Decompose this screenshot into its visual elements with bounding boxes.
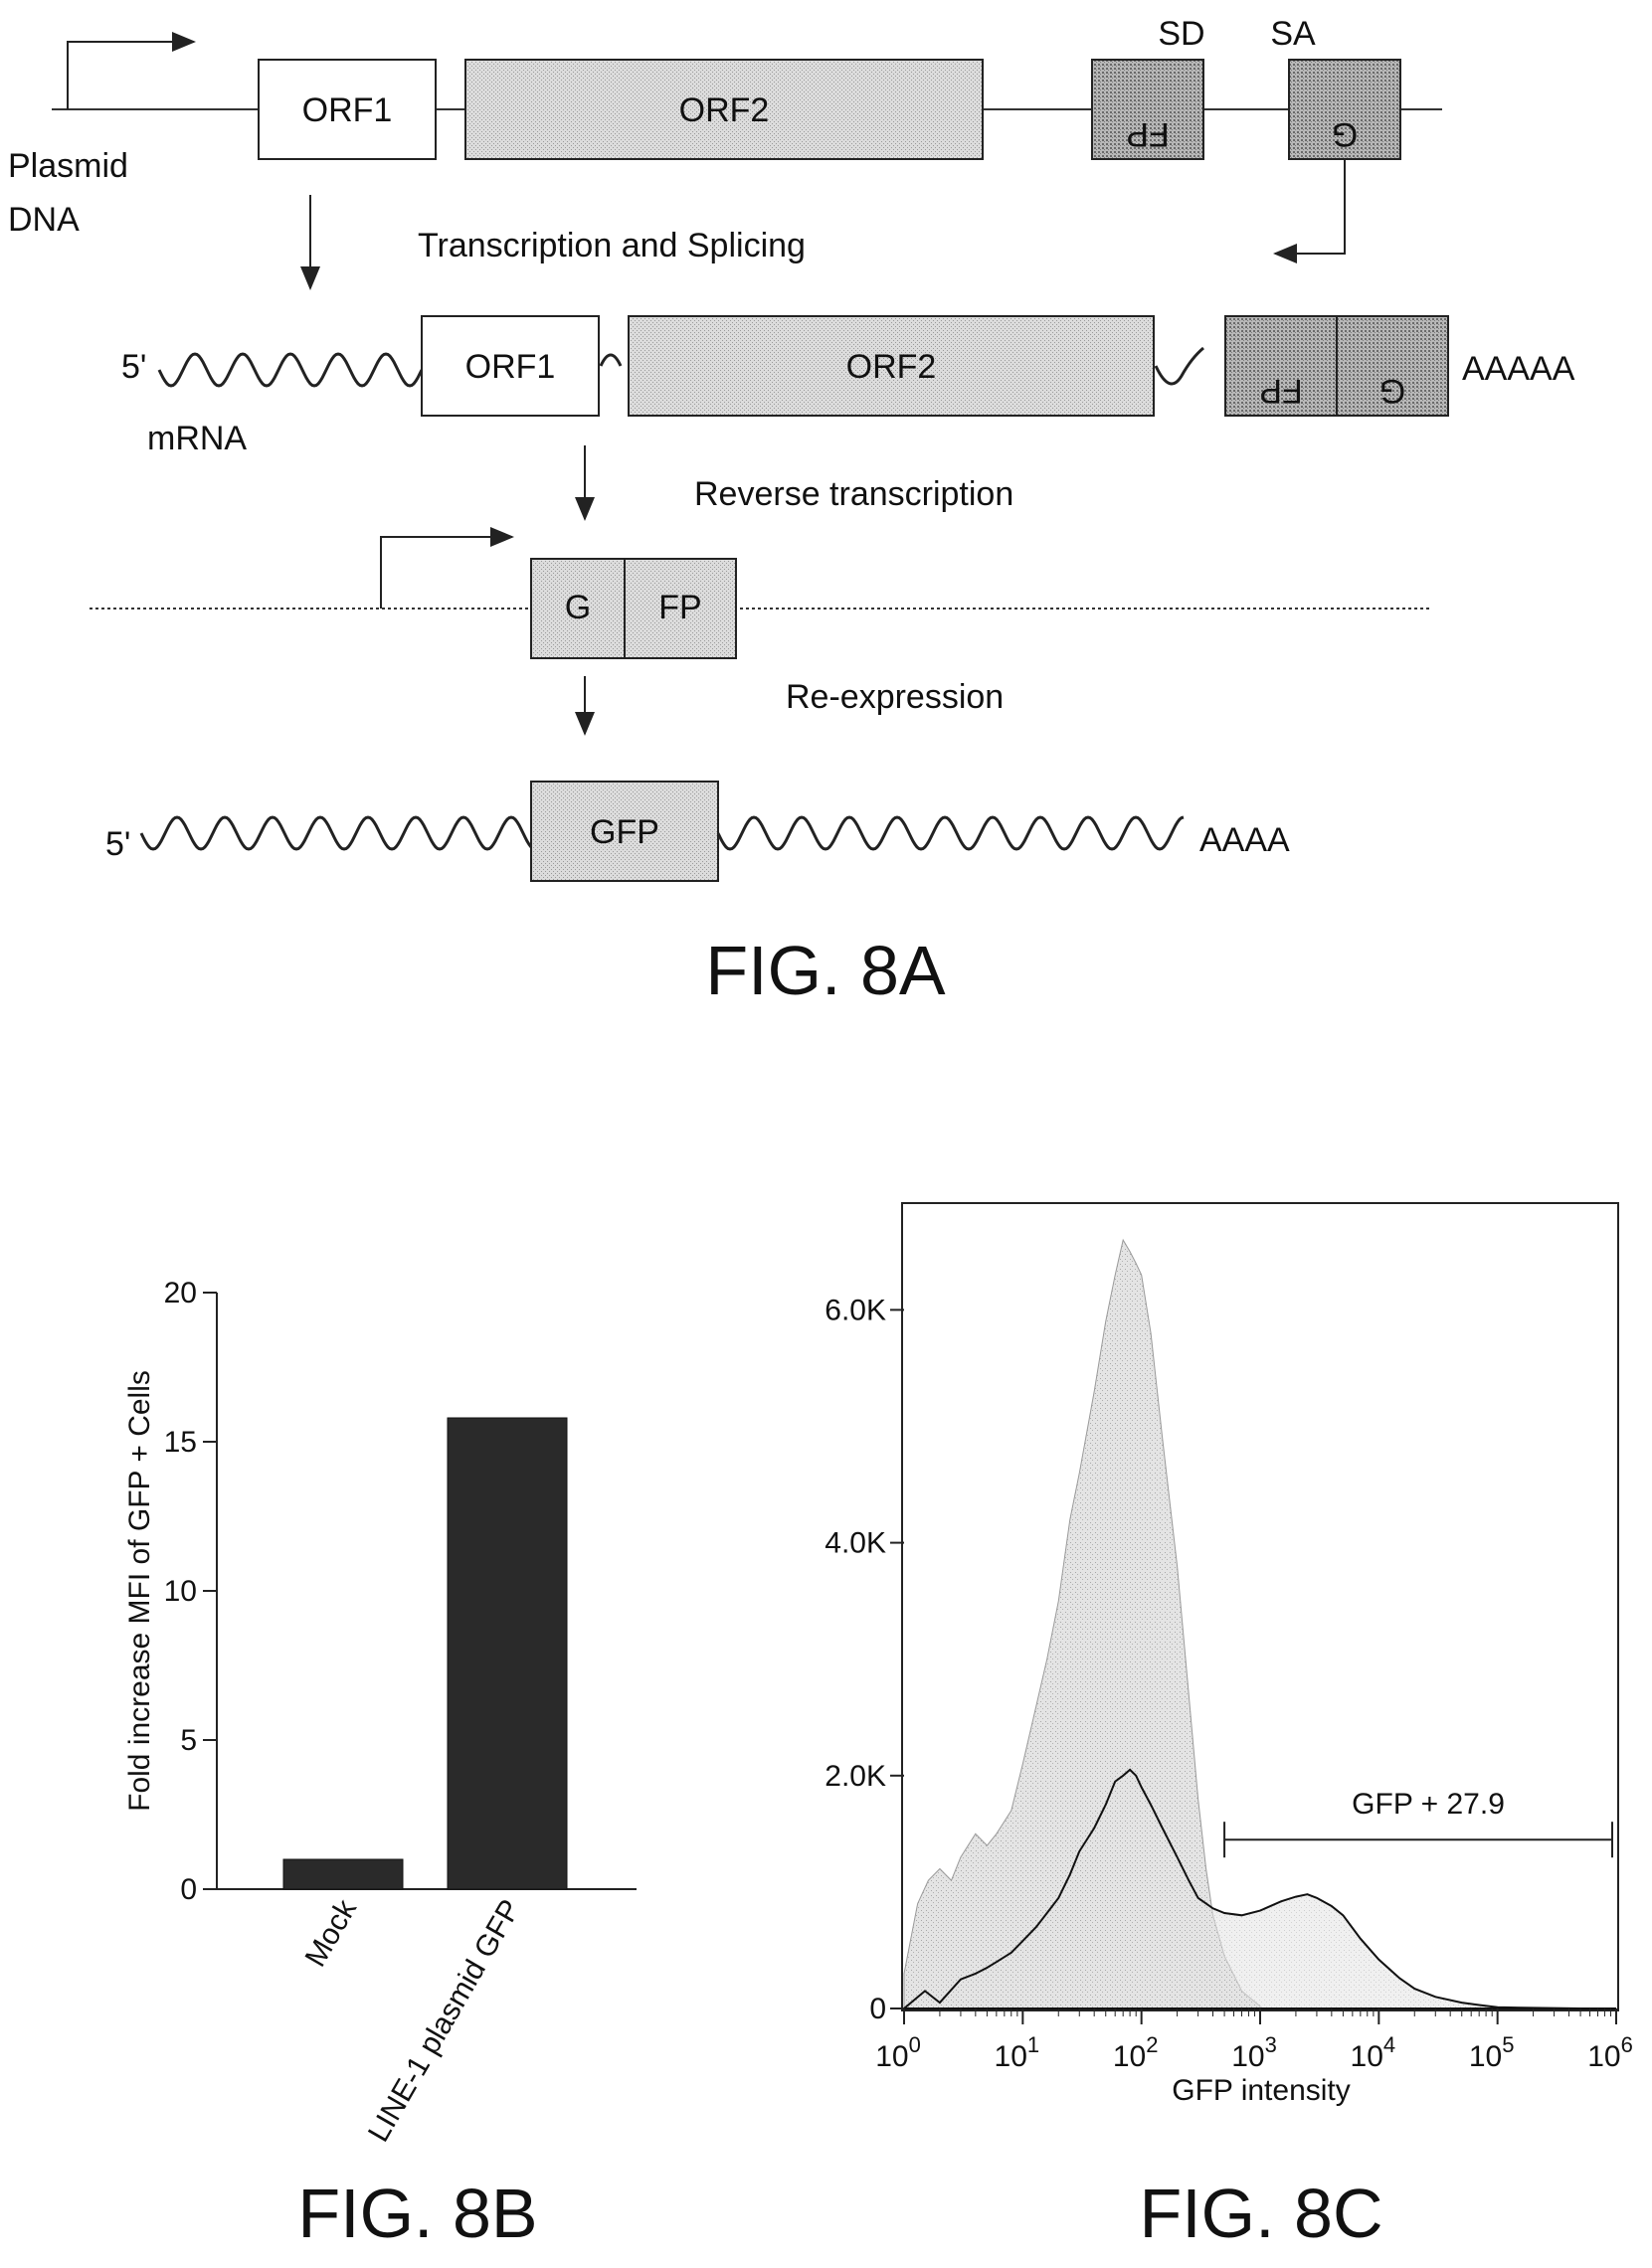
- fig-8c-x-ticks: 100 101 102 103 104 105 106: [875, 2008, 1633, 2073]
- gfp-box: [530, 781, 719, 882]
- plasmid-label: Plasmid: [8, 147, 128, 185]
- g-reversed-box: [1288, 59, 1401, 160]
- fig-8b-category-label: LINE-1 plasmid GFP: [362, 1894, 527, 2148]
- fig-8c-y-tick-label: 6.0K: [825, 1294, 886, 1326]
- fig-8c-x-tick-label: 106: [1587, 2032, 1633, 2073]
- sa-label: SA: [1270, 15, 1316, 53]
- fig-8c-x-tick-label: 104: [1351, 2032, 1396, 2073]
- mrna-label: mRNA: [147, 420, 247, 457]
- reverse-promoter-arrow-icon: [1273, 159, 1346, 263]
- fig-8c-gate-label: GFP + 27.9: [1352, 1788, 1505, 1821]
- fig-8b-y-tick-label: 15: [164, 1426, 197, 1459]
- step1-label: Transcription and Splicing: [418, 227, 806, 264]
- fig-8c-x-tick-label: 102: [1113, 2032, 1159, 2073]
- fig-8c-y-tick-label: 2.0K: [825, 1760, 886, 1793]
- orf1-box: [258, 59, 437, 160]
- fp-reversed-label: FP: [1126, 115, 1169, 153]
- fig-8b-axes: [216, 1293, 637, 1890]
- sd-label: SD: [1158, 15, 1204, 53]
- fig-8b-y-tick-label: 20: [164, 1277, 197, 1309]
- fig-8b-caption: FIG. 8B: [297, 2175, 537, 2252]
- fig-8b-y-tick-label: 5: [180, 1724, 197, 1757]
- g-reversed-label: G: [1332, 115, 1358, 153]
- mrna-g-reversed-label: G: [1379, 372, 1405, 410]
- orf1-label: ORF1: [302, 91, 393, 129]
- mrna-orf2-label: ORF2: [846, 348, 937, 386]
- fig-8b-y-tick-label: 0: [180, 1873, 197, 1906]
- mrna-fp-reversed-box: [1224, 315, 1338, 417]
- fig-8a-caption: FIG. 8A: [705, 932, 945, 1009]
- fig-8b-bar: [447, 1417, 568, 1890]
- fig-8c-shaded-histogram: [903, 1238, 1261, 2009]
- fig-8c-x-tick-label: 103: [1231, 2032, 1277, 2073]
- fig-8b-ticks: 0 5 10 15 20: [164, 1277, 217, 1906]
- fig-8c-xlabel: GFP intensity: [1172, 2074, 1351, 2107]
- genomic-promoter-arrow-icon: [380, 527, 514, 609]
- polya-1-label: AAAAA: [1462, 350, 1575, 388]
- step2-label: Reverse transcription: [694, 475, 1013, 513]
- orf2-label: ORF2: [679, 91, 770, 129]
- promoter-arrow-icon: [67, 32, 196, 109]
- fig-8a: Plasmid DNA ORF1 ORF2 SD FP SA G Transcr…: [8, 15, 1575, 1009]
- fig-8b-ylabel: Fold increase MFI of GFP + Cells: [123, 1370, 156, 1812]
- fig-8c-x-tick-label: 101: [995, 2032, 1040, 2073]
- fig-8b-bars: [282, 1417, 568, 1890]
- fig-8b-y-tick-label: 10: [164, 1575, 197, 1608]
- fig-8c-y-tick-label: 0: [869, 1993, 886, 2025]
- fp-reversed-box: [1091, 59, 1204, 160]
- fp-box: [624, 558, 737, 659]
- mrna-orf1-box: [421, 315, 600, 417]
- orf2-box: [464, 59, 984, 160]
- step3-label: Re-expression: [786, 678, 1004, 716]
- fig-8c-gate: GFP + 27.9: [1223, 1788, 1613, 1858]
- fig-8c: 0 2.0K 4.0K 6.0K 100 101 102 103 104 105 106 GFP …: [825, 1202, 1633, 2252]
- fp-label: FP: [658, 589, 701, 626]
- mrna-orf2-box: [628, 315, 1155, 417]
- final-mrna-wave-left: [139, 815, 533, 851]
- fig-8c-line-histogram: [901, 1768, 1616, 2009]
- dna-label: DNA: [8, 201, 80, 239]
- mrna-g-reversed-box: [1336, 315, 1449, 417]
- mrna-orf1-label: ORF1: [465, 348, 556, 386]
- mrna-fp-reversed-label: FP: [1259, 372, 1302, 410]
- fig-8c-x-tick-label: 100: [875, 2032, 921, 2073]
- gfp-label: GFP: [590, 813, 659, 851]
- mrna-wave: [157, 352, 424, 388]
- g-label: G: [565, 589, 591, 626]
- fig-8c-y-tick-label: 4.0K: [825, 1527, 886, 1560]
- mrna-linker: [599, 353, 623, 367]
- polya-2-label: AAAA: [1199, 821, 1290, 859]
- mrna-5prime-label: 5': [121, 348, 146, 386]
- fig-8c-y-ticks: 0 2.0K 4.0K 6.0K: [825, 1294, 904, 2025]
- mrna-tail: [1154, 346, 1204, 386]
- fig-8b-bar: [282, 1858, 404, 1890]
- final-mrna-wave-right: [716, 815, 1185, 851]
- fig-8b-category-label: Mock: [299, 1893, 364, 1972]
- fig-8c-caption: FIG. 8C: [1139, 2175, 1382, 2252]
- final-5prime-label: 5': [105, 825, 130, 863]
- g-box: [530, 558, 626, 659]
- fig-8c-x-tick-label: 105: [1469, 2032, 1515, 2073]
